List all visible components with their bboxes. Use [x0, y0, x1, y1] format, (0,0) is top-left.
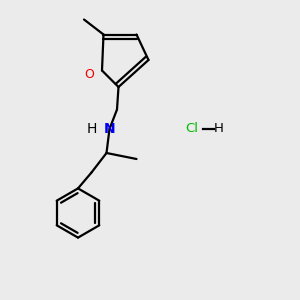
Text: H: H [86, 122, 97, 136]
Text: N: N [104, 122, 115, 136]
Text: O: O [85, 68, 94, 81]
Text: Cl: Cl [185, 122, 199, 136]
Text: H: H [214, 122, 224, 136]
